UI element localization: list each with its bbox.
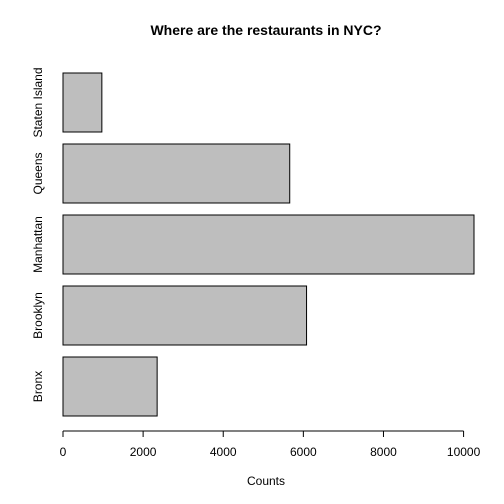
y-tick-label-staten-island: Staten Island <box>31 67 45 137</box>
bar-queens <box>62 143 291 204</box>
y-tick-label-bronx: Bronx <box>31 371 45 402</box>
y-tick-label-manhattan: Manhattan <box>31 216 45 273</box>
bar-staten-island <box>62 72 103 133</box>
bar-brooklyn <box>62 285 308 346</box>
x-tick-label-2000: 2000 <box>130 445 157 459</box>
x-tick-label-0: 0 <box>60 445 67 459</box>
x-axis-label: Counts <box>247 474 285 488</box>
y-tick-labels: Bronx Brooklyn Manhattan Queens Staten Islan… <box>31 67 45 402</box>
bar-bronx <box>62 356 158 417</box>
bars-group <box>62 72 475 417</box>
x-axis: 0 2000 4000 6000 8000 10000 <box>60 430 481 459</box>
chart-title: Where are the restaurants in NYC? <box>150 22 381 38</box>
x-tick-label-4000: 4000 <box>210 445 237 459</box>
x-tick-label-6000: 6000 <box>290 445 317 459</box>
bar-manhattan <box>62 214 475 275</box>
x-tick-label-8000: 8000 <box>370 445 397 459</box>
y-tick-label-brooklyn: Brooklyn <box>31 292 45 339</box>
y-tick-label-queens: Queens <box>31 152 45 194</box>
x-tick-label-10000: 10000 <box>447 445 481 459</box>
